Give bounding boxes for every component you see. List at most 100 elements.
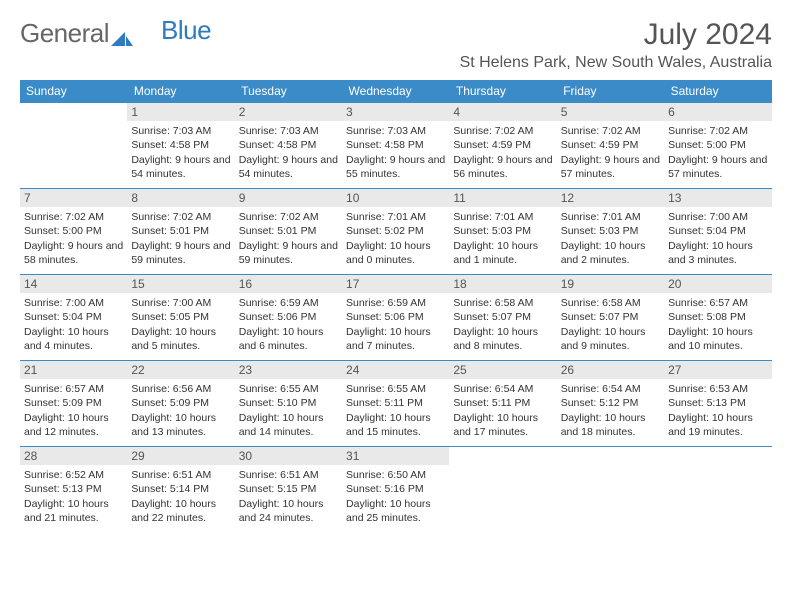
cell-info-line: Sunset: 5:04 PM <box>668 224 767 238</box>
day-number: 5 <box>557 103 664 121</box>
day-number: 6 <box>664 103 771 121</box>
cell-info-line: Daylight: 10 hours and 22 minutes. <box>131 497 230 525</box>
calendar-week: 1 Sunrise: 7:03 AM Sunset: 4:58 PM Daylight… <box>20 103 772 189</box>
calendar-cell: 21 Sunrise: 6:57 AMSunset: 5:09 PMDayligh… <box>20 361 127 447</box>
cell-info-line: Sunrise: 6:54 AM <box>453 382 552 396</box>
cell-info-line: Daylight: 10 hours and 1 minute. <box>453 239 552 267</box>
cell-info-line: Sunset: 5:01 PM <box>131 224 230 238</box>
cell-info-line: Sunset: 5:09 PM <box>24 396 123 410</box>
cell-info-line: Sunrise: 6:59 AM <box>346 296 445 310</box>
logo: General Blue <box>20 18 211 49</box>
cell-info-line: Sunrise: 7:00 AM <box>131 296 230 310</box>
title-block: July 2024 St Helens Park, New South Wale… <box>460 18 772 72</box>
calendar-head: SundayMondayTuesdayWednesdayThursdayFrid… <box>20 80 772 103</box>
cell-info-line: Sunset: 4:59 PM <box>453 138 552 152</box>
calendar-cell: 31Sunrise: 6:50 AMSunset: 5:16 PMDayligh… <box>342 447 449 533</box>
calendar-cell: 8Sunrise: 7:02 AMSunset: 5:01 PMDaylight… <box>127 189 234 275</box>
cell-info-line: Daylight: 10 hours and 8 minutes. <box>453 325 552 353</box>
weekday-header: Tuesday <box>235 80 342 103</box>
cell-info-line: Sunrise: 6:54 AM <box>561 382 660 396</box>
calendar-cell: 9 Sunrise: 7:02 AMSunset: 5:01 PMDaylight… <box>235 189 342 275</box>
calendar-cell: 4Sunrise: 7:02 AMSunset: 4:59 PMDaylight… <box>449 103 556 189</box>
cell-info-line: Daylight: 10 hours and 21 minutes. <box>24 497 123 525</box>
cell-info-line: Daylight: 9 hours and 58 minutes. <box>24 239 123 267</box>
weekday-header: Wednesday <box>342 80 449 103</box>
cell-info-line: Daylight: 10 hours and 7 minutes. <box>346 325 445 353</box>
calendar-cell: 15Sunrise: 7:00 AMSunset: 5:05 PMDayligh… <box>127 275 234 361</box>
calendar-cell: 27Sunrise: 6:53 AMSunset: 5:13 PMDayligh… <box>664 361 771 447</box>
calendar-cell: 30Sunrise: 6:51 AMSunset: 5:15 PMDayligh… <box>235 447 342 533</box>
cell-info-line: Daylight: 10 hours and 24 minutes. <box>239 497 338 525</box>
cell-info-line: Daylight: 10 hours and 2 minutes. <box>561 239 660 267</box>
cell-info-line: Daylight: 10 hours and 18 minutes. <box>561 411 660 439</box>
day-number: 21 <box>20 361 127 379</box>
cell-info-line: Sunset: 5:13 PM <box>24 482 123 496</box>
day-number: 4 <box>449 103 556 121</box>
day-number: 10 <box>342 189 449 207</box>
cell-info-line: Daylight: 10 hours and 25 minutes. <box>346 497 445 525</box>
day-number: 29 <box>127 447 234 465</box>
weekday-header: Friday <box>557 80 664 103</box>
cell-info-line: Sunset: 5:05 PM <box>131 310 230 324</box>
day-number: 23 <box>235 361 342 379</box>
cell-info-line: Daylight: 10 hours and 12 minutes. <box>24 411 123 439</box>
day-number: 8 <box>127 189 234 207</box>
day-number: 31 <box>342 447 449 465</box>
calendar-cell: 24Sunrise: 6:55 AMSunset: 5:11 PMDayligh… <box>342 361 449 447</box>
day-number: 16 <box>235 275 342 293</box>
calendar-cell <box>664 447 771 533</box>
cell-info-line: Sunset: 5:12 PM <box>561 396 660 410</box>
cell-info-line: Sunset: 5:00 PM <box>668 138 767 152</box>
calendar-cell: 22Sunrise: 6:56 AMSunset: 5:09 PMDayligh… <box>127 361 234 447</box>
cell-info-line: Sunrise: 6:58 AM <box>453 296 552 310</box>
cell-info-line: Sunrise: 6:58 AM <box>561 296 660 310</box>
weekday-row: SundayMondayTuesdayWednesdayThursdayFrid… <box>20 80 772 103</box>
cell-info-line: Sunrise: 6:53 AM <box>668 382 767 396</box>
calendar-cell: 14Sunrise: 7:00 AMSunset: 5:04 PMDayligh… <box>20 275 127 361</box>
cell-info-line: Sunrise: 6:57 AM <box>24 382 123 396</box>
cell-info-line: Sunset: 5:14 PM <box>131 482 230 496</box>
cell-info-line: Sunrise: 7:03 AM <box>131 124 230 138</box>
day-number: 30 <box>235 447 342 465</box>
day-number: 26 <box>557 361 664 379</box>
cell-info-line: Daylight: 9 hours and 59 minutes. <box>239 239 338 267</box>
cell-info-line: Sunrise: 7:01 AM <box>561 210 660 224</box>
cell-info-line: Sunrise: 6:52 AM <box>24 468 123 482</box>
day-number: 1 <box>127 103 234 121</box>
day-number: 28 <box>20 447 127 465</box>
weekday-header: Monday <box>127 80 234 103</box>
day-number: 22 <box>127 361 234 379</box>
cell-info-line: Daylight: 9 hours and 57 minutes. <box>561 153 660 181</box>
cell-info-line: Sunset: 4:58 PM <box>346 138 445 152</box>
cell-info-line: Daylight: 10 hours and 10 minutes. <box>668 325 767 353</box>
cell-info-line: Sunset: 5:01 PM <box>239 224 338 238</box>
day-number: 20 <box>664 275 771 293</box>
day-number: 18 <box>449 275 556 293</box>
cell-info-line: Daylight: 10 hours and 17 minutes. <box>453 411 552 439</box>
calendar-week: 7Sunrise: 7:02 AMSunset: 5:00 PMDaylight… <box>20 189 772 275</box>
cell-info-line: Sunrise: 6:55 AM <box>239 382 338 396</box>
calendar-cell <box>449 447 556 533</box>
logo-text-general: General <box>20 18 109 49</box>
cell-info-line: Sunset: 5:04 PM <box>24 310 123 324</box>
cell-info-line: Daylight: 9 hours and 54 minutes. <box>131 153 230 181</box>
location: St Helens Park, New South Wales, Austral… <box>460 54 772 72</box>
day-number: 9 <box>235 189 342 207</box>
calendar-cell: 23Sunrise: 6:55 AMSunset: 5:10 PMDayligh… <box>235 361 342 447</box>
day-number: 13 <box>664 189 771 207</box>
cell-info-line: Sunset: 5:11 PM <box>453 396 552 410</box>
cell-info-line: Daylight: 10 hours and 4 minutes. <box>24 325 123 353</box>
day-number: 25 <box>449 361 556 379</box>
cell-info-line: Sunset: 5:10 PM <box>239 396 338 410</box>
cell-info-line: Daylight: 10 hours and 6 minutes. <box>239 325 338 353</box>
logo-text-blue: Blue <box>161 15 211 46</box>
calendar-week: 14Sunrise: 7:00 AMSunset: 5:04 PMDayligh… <box>20 275 772 361</box>
cell-info-line: Sunrise: 7:00 AM <box>668 210 767 224</box>
calendar-cell: 2Sunrise: 7:03 AMSunset: 4:58 PMDaylight… <box>235 103 342 189</box>
cell-info-line: Sunrise: 7:02 AM <box>668 124 767 138</box>
cell-info-line: Sunrise: 7:02 AM <box>239 210 338 224</box>
header: General Blue July 2024 St Helens Park, N… <box>20 18 772 72</box>
calendar-cell: 19Sunrise: 6:58 AMSunset: 5:07 PMDayligh… <box>557 275 664 361</box>
calendar-cell <box>20 103 127 189</box>
cell-info-line: Sunrise: 7:02 AM <box>561 124 660 138</box>
